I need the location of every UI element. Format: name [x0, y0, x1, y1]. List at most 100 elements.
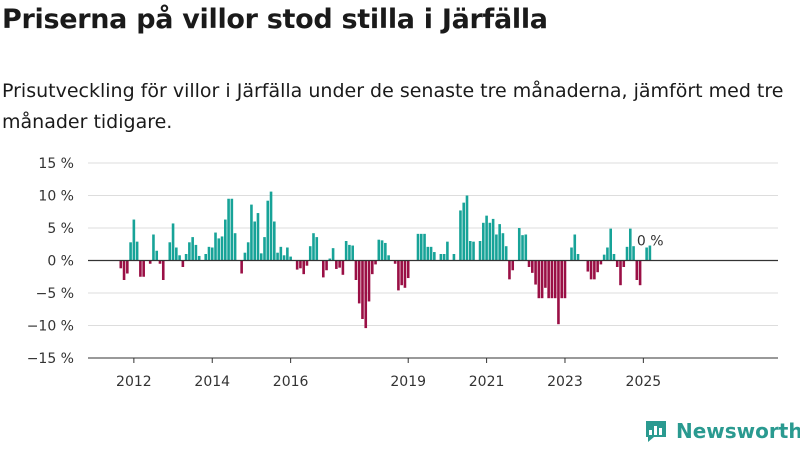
bar — [586, 260, 590, 272]
bar — [191, 237, 194, 261]
bar — [253, 221, 257, 261]
bar — [122, 260, 126, 280]
newsworthy-brand: Newsworthy — [644, 419, 800, 443]
bar — [161, 260, 165, 280]
x-tick-label: 2012 — [116, 374, 152, 390]
bar — [279, 246, 283, 261]
bar — [550, 260, 554, 299]
bar — [184, 254, 188, 261]
bar — [563, 260, 567, 299]
bar — [207, 246, 211, 261]
bar — [488, 222, 492, 261]
bar — [501, 233, 505, 261]
bar — [622, 260, 626, 267]
bar — [628, 228, 632, 261]
bar — [465, 195, 469, 261]
bar — [609, 228, 612, 261]
bar — [397, 260, 400, 291]
bar — [387, 255, 390, 261]
x-tick-label: 2023 — [547, 374, 583, 390]
bar — [227, 198, 230, 261]
bar — [615, 260, 619, 267]
bar — [570, 247, 573, 261]
brand-name: Newsworthy — [676, 419, 800, 443]
bar — [175, 247, 178, 261]
bar — [504, 246, 508, 261]
bar — [341, 260, 345, 275]
bar — [612, 254, 616, 261]
bar — [625, 246, 629, 261]
bar — [393, 260, 397, 264]
bar — [619, 260, 622, 286]
bar — [181, 260, 185, 267]
bar — [220, 236, 224, 261]
bar — [188, 242, 191, 261]
y-tick-label: 5 % — [47, 221, 74, 237]
bar — [210, 247, 214, 261]
bar — [524, 234, 528, 261]
bar — [416, 233, 420, 261]
bar — [240, 260, 243, 274]
x-tick-label: 2025 — [626, 374, 662, 390]
bar — [344, 241, 348, 261]
bar — [553, 260, 557, 299]
bar — [178, 255, 181, 261]
bar — [491, 218, 495, 261]
bar — [482, 222, 485, 261]
bar — [246, 242, 250, 261]
bar — [230, 198, 234, 261]
y-tick-label: 10 % — [38, 189, 74, 205]
bar — [472, 241, 475, 261]
bar — [217, 238, 221, 261]
bar — [596, 260, 599, 273]
bar — [638, 260, 642, 286]
bar — [286, 247, 289, 261]
bar — [259, 253, 263, 261]
bar — [194, 244, 198, 261]
bar — [302, 260, 305, 275]
bar — [361, 260, 364, 319]
bar — [158, 260, 162, 264]
bar — [442, 254, 446, 261]
bar — [576, 254, 580, 261]
bar — [351, 245, 354, 261]
bar — [126, 260, 129, 274]
bar — [459, 210, 462, 261]
bar — [331, 248, 335, 261]
bar — [256, 213, 260, 261]
bar — [589, 260, 593, 280]
bar — [540, 260, 544, 299]
bar — [168, 242, 172, 261]
bar — [426, 246, 430, 261]
bar — [485, 215, 488, 261]
bar — [419, 233, 423, 261]
bar — [508, 260, 511, 280]
bar — [321, 260, 325, 278]
bar — [214, 232, 217, 261]
x-tick-label: 2016 — [273, 374, 309, 390]
bar — [197, 255, 201, 261]
bar — [132, 219, 136, 261]
bar — [534, 260, 537, 285]
bar — [266, 200, 270, 261]
bar — [403, 260, 407, 288]
last-value-label: 0 % — [637, 234, 664, 250]
y-tick-label: −5 % — [36, 286, 74, 302]
bar — [599, 260, 603, 265]
y-tick-label: −10 % — [27, 319, 74, 335]
bar — [517, 228, 521, 261]
bar — [367, 260, 371, 302]
bar — [537, 260, 541, 299]
bar — [498, 224, 501, 261]
bar — [325, 260, 328, 271]
bar — [119, 260, 123, 269]
bar — [142, 260, 145, 277]
bar — [354, 260, 358, 280]
bar — [148, 260, 152, 264]
bar — [446, 241, 449, 261]
bar — [129, 242, 132, 261]
bar — [478, 241, 482, 261]
bar — [370, 260, 374, 275]
bar — [632, 246, 635, 261]
